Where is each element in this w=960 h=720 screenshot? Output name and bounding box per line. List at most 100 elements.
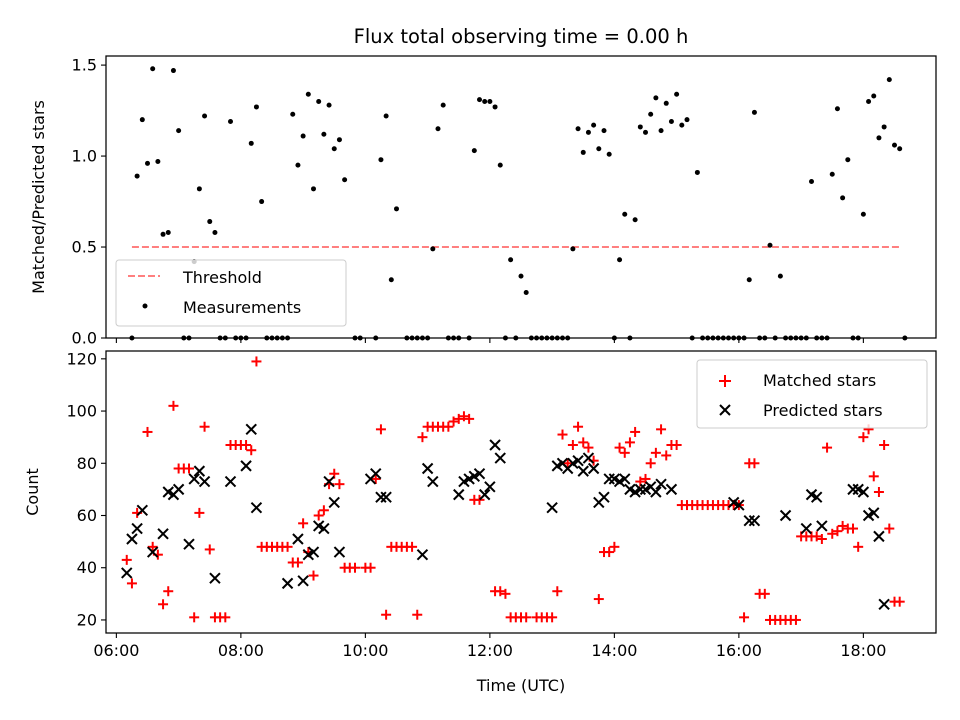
measurement-point — [585, 129, 591, 135]
measurement-point — [591, 122, 597, 128]
measurement-point — [342, 177, 348, 183]
measurement-point — [170, 68, 176, 74]
measurement-point — [492, 104, 498, 110]
measurement-point — [679, 122, 685, 128]
matched-stars-point — [241, 440, 252, 450]
measurement-point — [207, 219, 213, 225]
measurement-point — [212, 229, 218, 235]
matched-stars-point — [853, 541, 864, 552]
measurement-point — [508, 257, 514, 263]
predicted-stars-point — [546, 501, 558, 514]
predicted-stars-point — [847, 483, 859, 496]
legend-predicted-label: Predicted stars — [763, 401, 883, 420]
matched-stars-point — [879, 440, 890, 450]
matched-stars-point — [495, 586, 506, 597]
predicted-stars-point — [250, 501, 263, 514]
matched-stars-point — [837, 520, 848, 531]
measurement-point — [305, 91, 311, 97]
measurement-point — [316, 98, 322, 104]
measurement-point — [580, 149, 586, 155]
ratio-ytick-label: 0.0 — [72, 329, 97, 348]
count-ytick-label: 80 — [77, 454, 97, 473]
predicted-stars-point — [421, 462, 434, 475]
matched-stars-point — [604, 547, 615, 558]
predicted-stars-point — [121, 567, 133, 579]
measurement-point — [196, 186, 202, 192]
predicted-stars-point — [868, 507, 880, 519]
matched-stars-point — [894, 596, 905, 607]
measurement-point — [518, 273, 524, 279]
measurement-point — [321, 131, 327, 137]
matched-stars-point — [168, 400, 179, 411]
count-xtick-label: 10:00 — [342, 641, 388, 660]
measurement-point — [876, 135, 882, 141]
measurement-point — [606, 151, 612, 157]
matched-stars-point — [593, 594, 604, 605]
measurement-point — [160, 231, 166, 237]
measurement-point — [653, 95, 659, 101]
measurement-point — [331, 146, 337, 152]
matched-stars-point — [251, 356, 262, 367]
measurement-point — [892, 142, 897, 148]
measurement-point — [326, 102, 332, 108]
matched-stars-point — [749, 458, 760, 469]
matched-stars-point — [458, 411, 469, 422]
predicted-stars-point — [157, 528, 169, 540]
predicted-stars-point — [328, 496, 340, 509]
matched-stars-point — [184, 463, 194, 474]
matched-stars-point — [624, 437, 635, 448]
predicted-stars-point — [873, 530, 885, 543]
measurement-point — [694, 169, 700, 175]
matched-stars-point — [816, 534, 827, 544]
predicted-stars-point — [245, 423, 257, 436]
measurement-point — [622, 211, 628, 217]
matched-stars-point — [645, 458, 656, 469]
matched-stars-point — [521, 612, 532, 623]
measurement-point — [311, 186, 316, 192]
ratio-ytick-label: 0.5 — [72, 238, 97, 257]
matched-stars-point — [650, 447, 661, 458]
count-xtick-label: 14:00 — [591, 641, 637, 660]
predicted-stars-point — [577, 465, 589, 477]
measurement-point — [829, 171, 835, 177]
measurement-point — [150, 66, 156, 72]
measurement-point — [840, 195, 846, 201]
measurement-point — [477, 97, 482, 103]
matched-stars-point — [282, 541, 293, 552]
predicted-stars-point — [810, 491, 823, 503]
matched-stars-point — [557, 429, 568, 440]
predicted-stars-point — [857, 486, 870, 498]
matched-stars-point — [827, 528, 838, 539]
matched-stars-point — [417, 432, 428, 443]
measurement-point — [430, 246, 436, 252]
measurement-point — [497, 162, 503, 168]
legend-matched-swatch — [719, 375, 731, 387]
measurement-point — [866, 98, 872, 104]
matched-stars-point — [448, 416, 459, 427]
measurement-point — [767, 242, 773, 248]
predicted-stars-point — [292, 533, 304, 545]
legend-measurements-label: Measurements — [183, 298, 301, 317]
measurement-point — [487, 98, 493, 104]
predicted-stars-point — [748, 515, 761, 527]
measurement-point — [435, 126, 441, 132]
measurement-point — [336, 137, 342, 143]
matched-stars-point — [500, 588, 511, 599]
matched-stars-point — [811, 531, 822, 542]
measurement-point — [751, 109, 757, 115]
measurement-point — [259, 199, 265, 205]
predicted-stars-point — [240, 460, 252, 472]
predicted-stars-point — [494, 452, 506, 464]
matched-stars-point — [759, 588, 770, 599]
matched-stars-point — [318, 505, 329, 516]
predicted-stars-point — [572, 454, 584, 467]
matched-stars-point — [199, 421, 210, 432]
matched-stars-point — [573, 421, 584, 432]
measurement-point — [897, 146, 903, 152]
predicted-stars-point — [416, 548, 429, 561]
predicted-stars-point — [800, 522, 813, 535]
count-xtick-label: 16:00 — [716, 641, 762, 660]
predicted-stars-point — [193, 465, 206, 477]
measurement-point — [155, 159, 161, 165]
